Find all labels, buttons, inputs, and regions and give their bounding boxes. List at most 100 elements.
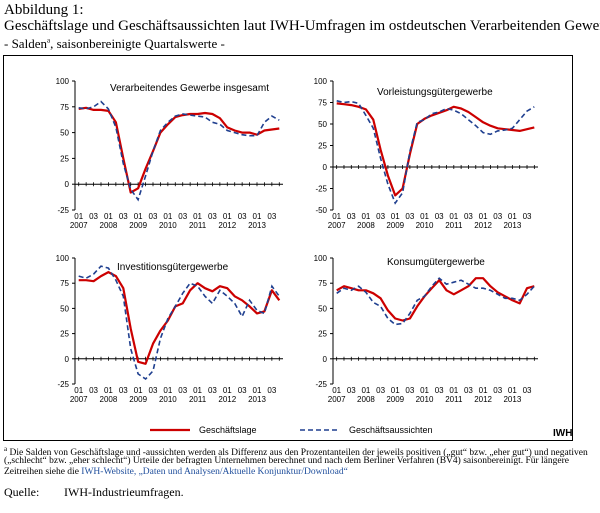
x-year-label: 2012 — [474, 395, 492, 404]
series-geschaeftslage-line — [336, 277, 535, 322]
x-quarter-label: 01 — [508, 386, 517, 395]
x-quarter-label: 01 — [74, 386, 83, 395]
x-quarter-label: 01 — [134, 212, 143, 221]
x-year-label: 2013 — [503, 221, 521, 230]
x-quarter-label: 03 — [238, 386, 247, 395]
x-quarter-label: 03 — [523, 386, 532, 395]
subtitle-footnote-marker: a — [46, 36, 51, 45]
y-tick-label: 0 — [323, 355, 328, 364]
y-tick-label: 75 — [318, 99, 327, 108]
legend: Geschäftslage Geschäftsaussichten — [150, 425, 433, 435]
x-year-label: 2012 — [474, 221, 492, 230]
x-quarter-label: 03 — [347, 386, 356, 395]
y-tick-label: 25 — [318, 330, 327, 339]
footnote-text-1: Die Salden von Geschäftslage und -aussic… — [7, 448, 588, 459]
x-year-label: 2009 — [386, 221, 404, 230]
series-geschaeftsaussichten-line — [336, 100, 535, 205]
x-quarter-label: 01 — [253, 212, 262, 221]
x-quarter-label: 01 — [508, 212, 517, 221]
y-tick-label: -25 — [57, 380, 69, 389]
x-year-label: 2008 — [357, 395, 375, 404]
x-year-label: 2007 — [70, 395, 88, 404]
x-quarter-label: 03 — [208, 386, 217, 395]
x-quarter-label: 03 — [435, 212, 444, 221]
series-geschaeftsaussichten-line — [78, 265, 280, 381]
x-year-label: 2011 — [445, 395, 463, 404]
series-geschaeftslage-line — [78, 271, 281, 365]
x-year-label: 2012 — [218, 395, 236, 404]
source-line: Quelle: IWH-Industrieumfragen. — [4, 485, 184, 500]
x-quarter-label: 01 — [74, 212, 83, 221]
x-year-label: 2008 — [100, 221, 118, 230]
x-quarter-label: 03 — [493, 386, 502, 395]
x-quarter-label: 03 — [119, 386, 128, 395]
figure-label: Abbildung 1: — [4, 2, 84, 18]
x-quarter-label: 03 — [149, 386, 158, 395]
x-quarter-label: 03 — [523, 212, 532, 221]
x-quarter-label: 01 — [104, 386, 113, 395]
x-year-label: 2010 — [416, 395, 434, 404]
x-quarter-label: 03 — [435, 386, 444, 395]
x-quarter-label: 03 — [376, 212, 385, 221]
x-quarter-label: 01 — [134, 386, 143, 395]
x-quarter-label: 03 — [464, 212, 473, 221]
x-quarter-label: 01 — [104, 212, 113, 221]
series-geschaeftsaussichten-line — [78, 100, 280, 202]
x-quarter-label: 03 — [267, 386, 276, 395]
y-tick-label: 0 — [65, 355, 70, 364]
x-year-label: 2011 — [189, 221, 207, 230]
figure-subtitle: - Saldena, saisonbereinigte Quartalswert… — [4, 36, 225, 52]
panel-title: Konsumgütergewerbe — [387, 257, 485, 268]
panel-title: Investitionsgütergewerbe — [117, 262, 229, 273]
x-year-label: 2012 — [218, 221, 236, 230]
x-quarter-label: 03 — [178, 386, 187, 395]
y-tick-label: 50 — [318, 120, 327, 129]
x-quarter-label: 01 — [332, 212, 341, 221]
y-tick-label: 50 — [318, 304, 327, 313]
y-tick-label: 25 — [60, 330, 69, 339]
x-quarter-label: 03 — [405, 386, 414, 395]
x-quarter-label: 03 — [208, 212, 217, 221]
x-quarter-label: 03 — [267, 212, 276, 221]
y-tick-label: 75 — [318, 279, 327, 288]
x-year-label: 2013 — [248, 221, 266, 230]
subtitle-prefix: - Salden — [4, 36, 47, 51]
figure-title: Geschäftslage und Geschäftsaussichten la… — [4, 18, 600, 34]
x-quarter-label: 03 — [493, 212, 502, 221]
x-quarter-label: 01 — [420, 386, 429, 395]
x-quarter-label: 03 — [119, 212, 128, 221]
iwh-website-link[interactable]: IWH-Website, „Daten und Analysen/Aktuell… — [81, 467, 348, 477]
panel-title: Vorleistungsgütergewerbe — [377, 87, 493, 98]
x-year-label: 2013 — [248, 395, 266, 404]
x-quarter-label: 01 — [391, 386, 400, 395]
x-quarter-label: 01 — [223, 386, 232, 395]
y-tick-label: 100 — [56, 77, 70, 86]
x-year-label: 2010 — [159, 221, 177, 230]
y-tick-label: 50 — [60, 129, 69, 138]
footnote-marker: a — [4, 445, 8, 453]
x-quarter-label: 01 — [332, 386, 341, 395]
y-tick-label: 100 — [314, 254, 328, 263]
x-year-label: 2007 — [70, 221, 88, 230]
chart-panel-2: Vorleistungsgütergewerbe -50 -25 0 25 50 75 100… — [314, 77, 538, 230]
chart-panel-3: Investitionsgütergewerbe -25 0 25 50 75 100 01 0… — [56, 254, 283, 404]
iwh-logo: IWH — [553, 428, 573, 439]
x-quarter-label: 03 — [89, 212, 98, 221]
x-quarter-label: 03 — [178, 212, 187, 221]
chart-panel-4: Konsumgütergewerbe -25 0 25 50 75 100 01 03 01 03 0… — [314, 254, 538, 404]
x-year-label: 2011 — [445, 221, 463, 230]
x-year-label: 2010 — [159, 395, 177, 404]
y-tick-label: 100 — [314, 77, 328, 86]
x-quarter-label: 01 — [253, 386, 262, 395]
x-quarter-label: 01 — [420, 212, 429, 221]
y-tick-label: 0 — [65, 180, 70, 189]
chart-frame — [3, 55, 573, 441]
series-geschaeftslage-line — [78, 106, 280, 194]
chart-panel-1: Verarbeitendes Gewerbe insgesamt -25 0 25 50… — [56, 77, 283, 230]
x-year-label: 2007 — [328, 395, 346, 404]
y-tick-label: 75 — [60, 103, 69, 112]
x-year-label: 2009 — [386, 395, 404, 404]
x-quarter-label: 01 — [391, 212, 400, 221]
x-year-label: 2010 — [416, 221, 434, 230]
x-quarter-label: 01 — [193, 386, 202, 395]
